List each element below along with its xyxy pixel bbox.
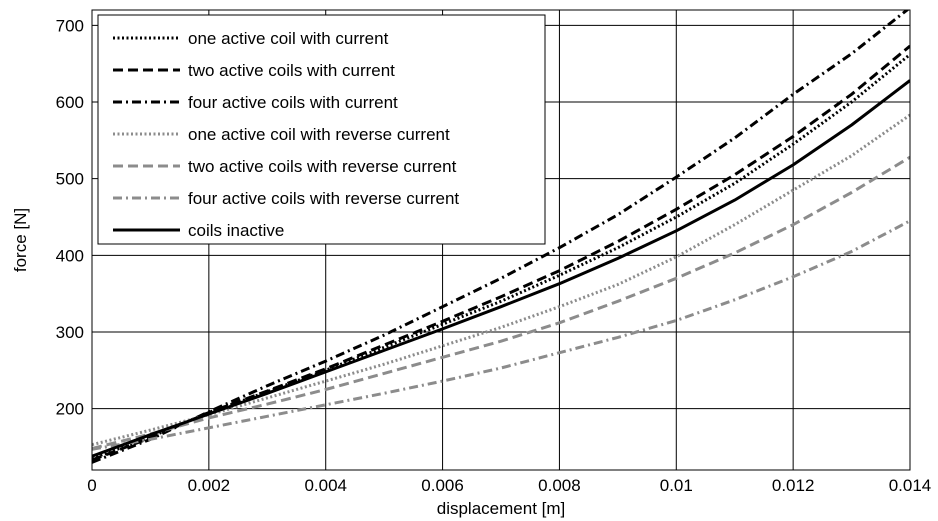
legend-label-6: four active coils with reverse current (188, 189, 459, 208)
series-line-4 (92, 113, 910, 447)
x-tick-label: 0.01 (660, 476, 693, 495)
y-tick-label: 700 (56, 16, 84, 35)
y-tick-label: 300 (56, 323, 84, 342)
y-axis-label: force [N] (11, 208, 30, 272)
legend-label-2: two active coils with current (188, 61, 395, 80)
x-tick-label: 0.014 (889, 476, 932, 495)
x-tick-labels: 0 0.002 0.004 0.006 0.008 0.01 0.012 0.014 (87, 476, 931, 495)
series-line-5 (92, 155, 910, 450)
x-tick-label: 0.004 (304, 476, 347, 495)
legend-label-4: one active coil with reverse current (188, 125, 450, 144)
series-line-1 (92, 53, 910, 460)
legend-label-3: four active coils with current (188, 93, 398, 112)
legend-box (97, 14, 546, 245)
y-tick-label: 400 (56, 246, 84, 265)
legend-label-5: two active coils with reverse current (188, 157, 457, 176)
x-tick-label: 0.008 (538, 476, 581, 495)
y-tick-labels: 200 300 400 500 600 700 (56, 16, 84, 418)
series-line-2 (92, 44, 910, 462)
x-tick-label: 0.012 (772, 476, 815, 495)
x-tick-label: 0.006 (421, 476, 464, 495)
y-tick-label: 600 (56, 93, 84, 112)
x-tick-label: 0 (87, 476, 96, 495)
series-line-6 (92, 219, 910, 451)
x-tick-label: 0.002 (188, 476, 231, 495)
legend: one active coil with current two active c… (97, 14, 546, 245)
plot-frame (91, 9, 911, 471)
y-tick-label: 500 (56, 170, 84, 189)
legend-label-1: one active coil with current (188, 29, 389, 48)
series-line-7 (92, 79, 910, 458)
legend-label-7: coils inactive (188, 221, 284, 240)
series-lines (92, 10, 910, 464)
y-tick-label: 200 (56, 400, 84, 419)
x-axis-label: displacement [m] (437, 499, 566, 518)
